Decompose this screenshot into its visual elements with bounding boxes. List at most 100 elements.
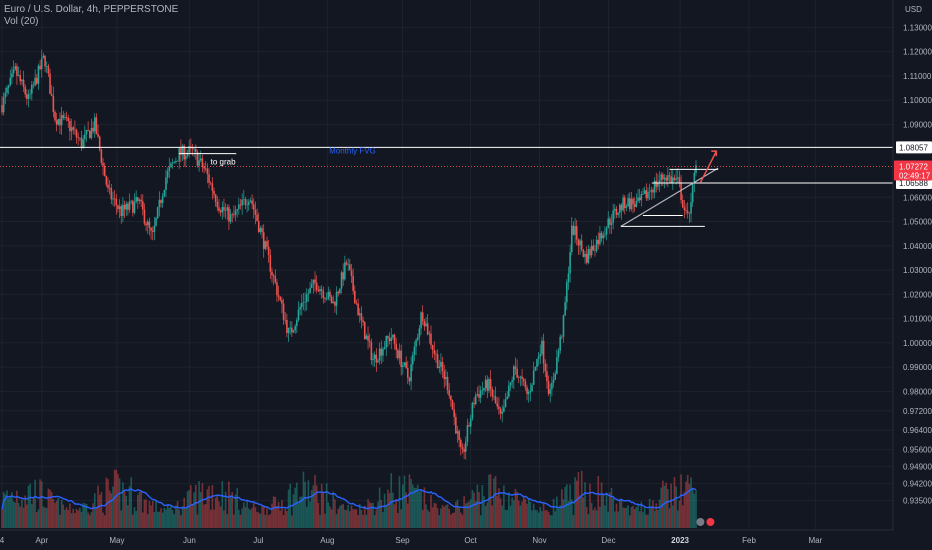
candle-body xyxy=(479,390,482,398)
volume-bar xyxy=(180,515,182,528)
horizontal-levels[interactable]: 1.08057 1.06588 xyxy=(0,141,932,190)
candle-body xyxy=(281,300,283,304)
volume-bar xyxy=(349,511,351,528)
volume-bar xyxy=(592,510,595,528)
candle-body xyxy=(572,225,575,235)
time-tick-label: 2023 xyxy=(671,536,689,545)
current-price-badge xyxy=(894,160,932,181)
volume-bar xyxy=(334,499,336,528)
candle-body xyxy=(14,66,17,70)
candle-body xyxy=(686,210,689,213)
volume-bar xyxy=(580,470,583,528)
volume-bar xyxy=(90,512,93,528)
candle-body xyxy=(367,335,369,341)
volume-bar xyxy=(556,496,558,528)
user-drawings[interactable]: to grab Monthly FVG xyxy=(178,147,719,227)
volume-bar xyxy=(695,490,697,528)
volume-bar xyxy=(402,484,404,528)
candle-body xyxy=(575,226,578,240)
time-axis[interactable]: 4 Apr May Jun Jul Aug Sep Oct Nov Dec 2023 Feb Mar xyxy=(0,529,893,545)
candle-body xyxy=(69,121,71,132)
candle-body xyxy=(566,281,568,303)
candle-body xyxy=(161,196,164,204)
volume-bar xyxy=(256,511,258,528)
candle-body xyxy=(448,390,451,396)
volume-bar xyxy=(26,504,28,528)
chart-grid xyxy=(0,0,893,530)
symbol-title[interactable]: Euro / U.S. Dollar, 4h, PEPPERSTONE xyxy=(4,4,179,15)
time-tick-label: Dec xyxy=(601,536,615,545)
currency-label: USD xyxy=(905,5,922,14)
volume-bar xyxy=(461,514,464,528)
volume-bar xyxy=(2,491,5,528)
volume-bar xyxy=(541,511,543,528)
candle-body xyxy=(229,214,232,222)
candle-body xyxy=(274,276,277,283)
candle-body xyxy=(599,232,601,245)
volume-bar xyxy=(653,510,656,528)
volume-bar xyxy=(161,512,164,528)
volume-bar xyxy=(647,514,649,528)
volume-bar xyxy=(683,491,686,528)
candle-body xyxy=(508,385,510,397)
volume-bar xyxy=(168,508,171,528)
candle-body xyxy=(186,152,189,156)
volume-bar xyxy=(672,505,674,528)
volume-bar xyxy=(638,511,641,528)
price-tick-label: 1.10000 xyxy=(903,96,932,105)
volume-bar xyxy=(236,487,238,528)
volume-bar xyxy=(82,502,84,528)
volume-bar xyxy=(267,515,270,528)
price-axis[interactable]: USD 1.13000 1.12000 1.11000 1.10000 1.09000 1.… xyxy=(892,0,932,530)
candle-body xyxy=(218,207,220,211)
volume-bar xyxy=(435,503,437,528)
volume-bar xyxy=(140,491,142,528)
volume-bar xyxy=(150,505,152,528)
candle-body xyxy=(580,240,583,250)
candle-body xyxy=(132,200,134,213)
candle-body xyxy=(619,204,621,213)
candle-body xyxy=(329,291,331,297)
volume-bar xyxy=(537,512,540,528)
candle-body xyxy=(22,79,25,87)
level-badge-label: 1.06588 xyxy=(899,179,928,188)
candle-body xyxy=(107,184,109,188)
price-tick-label: 0.93500 xyxy=(903,497,932,506)
candle-body xyxy=(561,336,563,338)
volume-bar xyxy=(29,483,31,528)
candle-body xyxy=(582,249,585,257)
volume-bar xyxy=(522,496,525,528)
volume-bar xyxy=(642,512,644,528)
volume-bar xyxy=(190,485,192,528)
volume-bar xyxy=(160,508,162,528)
candle-body xyxy=(574,226,576,235)
time-tick-label: Sep xyxy=(395,536,410,545)
candle-body xyxy=(243,199,245,200)
volume-bar xyxy=(105,477,108,528)
candle-body xyxy=(345,262,348,265)
volume-bar xyxy=(44,507,46,528)
time-tick-label: Jun xyxy=(183,536,196,545)
candle-body xyxy=(113,198,116,200)
indicator-title[interactable]: Vol (20) xyxy=(4,16,39,27)
candle-body xyxy=(127,203,129,210)
volume-bar xyxy=(300,496,303,528)
candle-body xyxy=(40,58,43,70)
candle-body xyxy=(607,218,610,229)
candle-body xyxy=(363,322,366,340)
volume-bar xyxy=(226,513,229,528)
candle-body xyxy=(522,378,525,382)
volume-bar xyxy=(315,485,318,528)
candle-body xyxy=(513,366,515,381)
candle-body xyxy=(112,198,114,200)
volume-bar xyxy=(544,510,547,528)
volume-bar xyxy=(85,503,88,528)
candle-body xyxy=(365,335,368,340)
candle-body xyxy=(445,376,447,380)
candle-body xyxy=(527,392,530,394)
candle-body xyxy=(617,212,619,215)
candle-body xyxy=(324,297,326,299)
volume-bar xyxy=(12,501,15,528)
candle-body xyxy=(526,387,528,394)
